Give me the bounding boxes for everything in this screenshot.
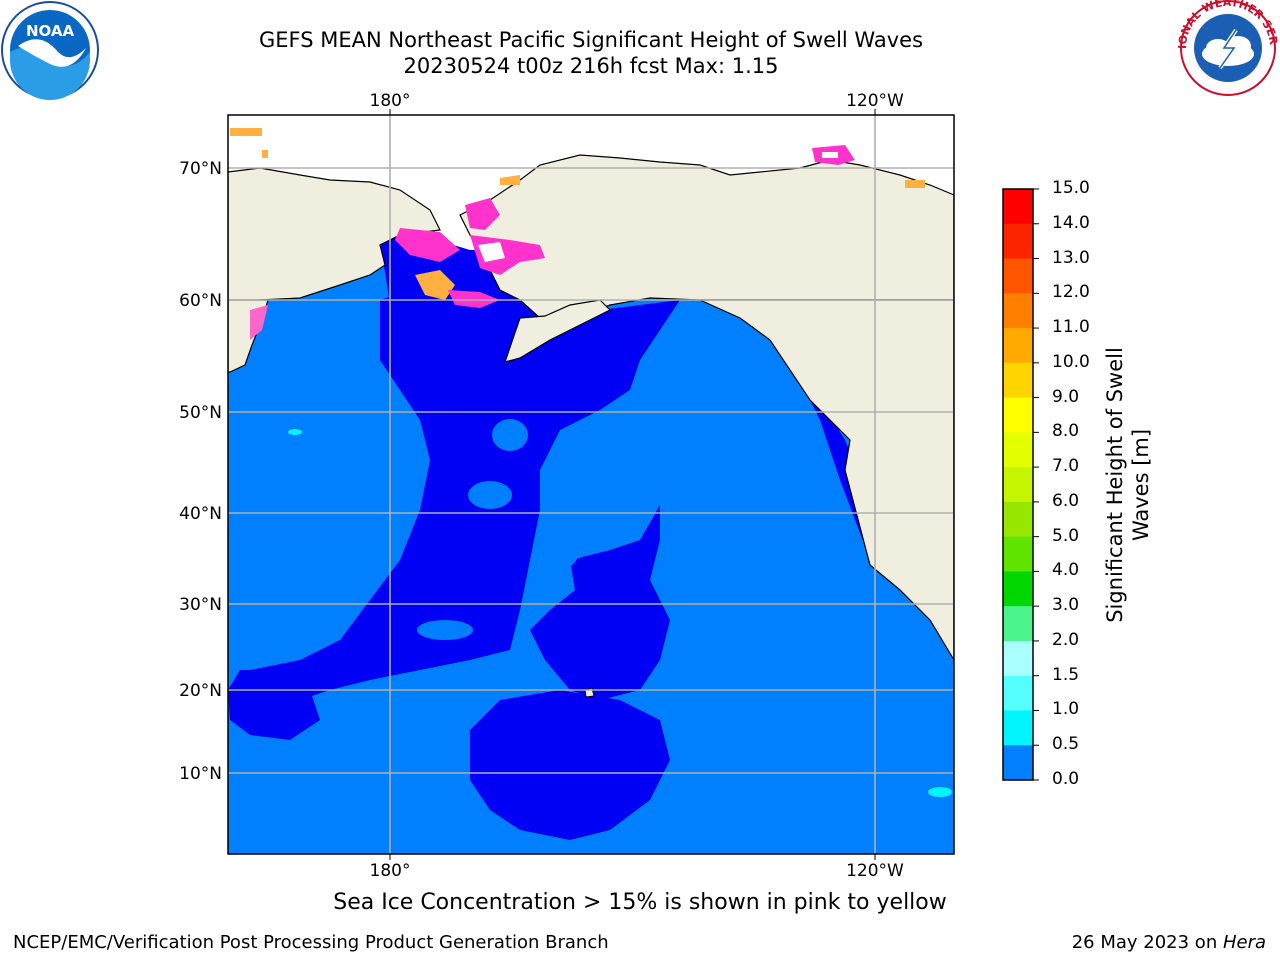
credit-host: Hera <box>1222 932 1266 953</box>
colorbar-swatch <box>1003 710 1033 746</box>
colorbar-tick-label: 10.0 <box>1052 351 1090 372</box>
colorbar-swatch <box>1003 571 1033 607</box>
colorbar-tick-label: 14.0 <box>1052 212 1090 233</box>
colorbar-swatch <box>1003 467 1033 503</box>
lat-label-40n: 40°N <box>179 504 222 524</box>
noaa-logo: NOAA <box>1 1 99 100</box>
colorbar-label-line2: Waves [m] <box>1129 428 1153 542</box>
lat-label-50n: 50°N <box>179 403 222 423</box>
colorbar <box>1002 188 1039 781</box>
colorbar-swatch <box>1003 536 1033 572</box>
colorbar-swatch <box>1003 640 1033 677</box>
colorbar-tick-label: 0.0 <box>1052 769 1080 789</box>
national-weather-service-logo: NATIONAL WEATHER SERVICE <box>0 0 1280 96</box>
credit-date: 26 May 2023 on Hera <box>1072 932 1266 953</box>
colorbar-swatch <box>1003 675 1033 711</box>
lat-label-30n: 30°N <box>179 595 222 615</box>
colorbar-tick-label: 15.0 <box>1052 178 1090 198</box>
colorbar-tick-label: 12.0 <box>1052 282 1090 303</box>
colorbar-swatch <box>1003 362 1033 399</box>
colorbar-swatch <box>1003 745 1033 781</box>
colorbar-tick-label: 3.0 <box>1052 595 1080 616</box>
lon-label-top-180: 180° <box>370 91 411 111</box>
nws-logo-text: NATIONAL WEATHER SERVICE <box>0 0 1280 49</box>
lat-label-60n: 60°N <box>179 291 222 311</box>
credit-organization: NCEP/EMC/Verification Post Processing Pr… <box>13 932 609 953</box>
map-area <box>228 115 954 854</box>
colorbar-swatch <box>1003 223 1033 260</box>
lon-label-top-120w: 120°W <box>846 91 904 111</box>
sea-ice-caption: Sea Ice Concentration > 15% is shown in … <box>333 890 947 915</box>
colorbar-tick-label: 1.5 <box>1052 664 1080 685</box>
colorbar-swatch <box>1003 606 1033 642</box>
colorbar-swatch <box>1003 501 1033 538</box>
lat-label-10n: 10°N <box>179 764 222 784</box>
colorbar-swatch <box>1003 189 1033 225</box>
colorbar-swatch <box>1003 328 1033 364</box>
colorbar-tick-label: 7.0 <box>1052 456 1080 477</box>
colorbar-tick-label: 0.5 <box>1052 734 1080 755</box>
lat-label-20n: 20°N <box>179 681 222 701</box>
colorbar-tick-label: 6.0 <box>1052 490 1080 511</box>
colorbar-label-line1: Significant Height of Swell <box>1103 347 1127 623</box>
colorbar-tick-label: 11.0 <box>1052 317 1090 338</box>
colorbar-tick-label: 4.0 <box>1052 560 1080 581</box>
lat-label-70n: 70°N <box>179 159 222 179</box>
map-title-line1: GEFS MEAN Northeast Pacific Significant … <box>258 28 924 52</box>
colorbar-tick-label: 2.0 <box>1052 629 1080 650</box>
colorbar-swatch <box>1003 432 1033 468</box>
colorbar-tick-label: 5.0 <box>1052 525 1080 546</box>
colorbar-swatch <box>1003 258 1033 294</box>
map-title-line2: 20230524 t00z 216h fcst Max: 1.15 <box>403 54 779 78</box>
lon-label-bottom-120w: 120°W <box>846 861 904 881</box>
colorbar-tick-label: 1.0 <box>1052 699 1080 720</box>
colorbar-swatch <box>1003 293 1033 329</box>
lon-label-bottom-180: 180° <box>370 861 411 881</box>
colorbar-tick-label: 9.0 <box>1052 386 1080 407</box>
colorbar-tick-label: 8.0 <box>1052 421 1080 442</box>
land-east <box>699 299 954 662</box>
map-gridlines <box>228 115 954 854</box>
low-swell-region <box>240 280 680 730</box>
sea-ice-overlay <box>230 128 925 340</box>
noaa-logo-text: NOAA <box>26 22 75 40</box>
colorbar-swatch <box>1003 397 1033 433</box>
map-frame <box>227 114 955 855</box>
colorbar-tick-label: 13.0 <box>1052 247 1090 268</box>
credit-date-text: 26 May 2023 on <box>1071 932 1223 953</box>
